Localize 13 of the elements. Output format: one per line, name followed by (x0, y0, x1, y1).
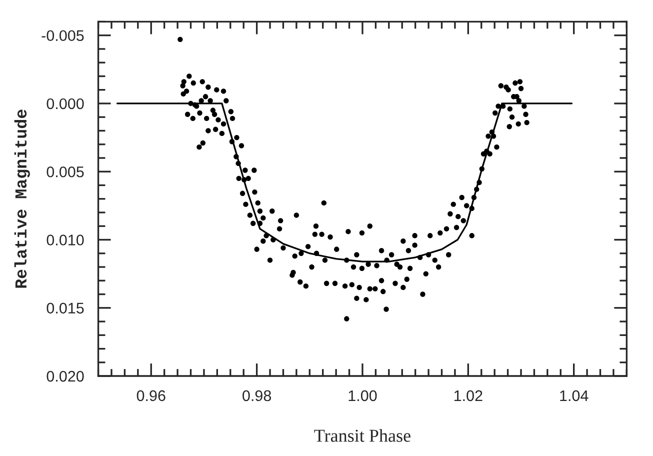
y-tick-label: 0.020 (46, 370, 84, 382)
y-tick-label: 0.005 (46, 166, 84, 178)
x-tick-label: 1.00 (348, 390, 377, 402)
y-tick-label: 0.000 (46, 98, 84, 110)
y-tick-label: -0.005 (42, 30, 84, 42)
x-tick-label: 1.02 (454, 390, 482, 402)
y-axis-title: Relative Magnitude (14, 110, 30, 288)
x-tick-label: 1.04 (560, 390, 588, 402)
x-tick-label: 0.98 (242, 390, 272, 402)
y-tick-label: 0.010 (46, 234, 84, 246)
y-tick-label: 0.015 (46, 302, 84, 314)
x-tick-label: 0.96 (136, 390, 166, 402)
x-axis-title: Transit Phase (314, 429, 410, 442)
